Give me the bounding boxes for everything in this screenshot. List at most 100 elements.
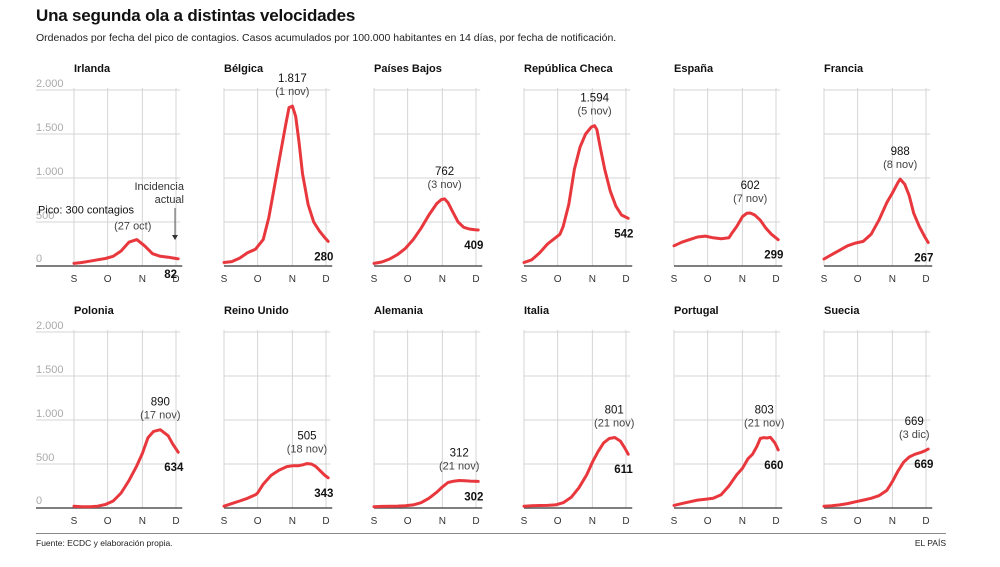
x-tick-label: O <box>854 274 862 285</box>
series-line-españa <box>672 211 780 248</box>
current-value-label: 267 <box>914 253 933 265</box>
x-tick-label: O <box>704 274 712 285</box>
series-line-países-bajos <box>372 197 480 265</box>
x-tick-label: N <box>289 274 296 285</box>
current-value-label: 660 <box>764 460 783 472</box>
x-tick-label: N <box>439 516 446 527</box>
y-tick-label: 2.000 <box>36 78 64 90</box>
peak-date-label: (3 dic) <box>899 429 930 441</box>
x-tick-label: D <box>322 274 329 285</box>
current-value-label: 409 <box>464 240 483 252</box>
x-tick-label: O <box>404 516 412 527</box>
panel-title-0: Irlanda <box>74 63 111 75</box>
x-tick-label: O <box>704 516 712 527</box>
series-line-francia <box>822 177 930 261</box>
x-tick-label: O <box>854 516 862 527</box>
panel-title-2: Países Bajos <box>374 63 442 75</box>
x-tick-label: O <box>104 516 112 527</box>
x-tick-label: O <box>404 274 412 285</box>
peak-value-label: 602 <box>741 180 760 192</box>
peak-value-label: 505 <box>297 431 316 443</box>
peak-value-label: 988 <box>891 146 910 158</box>
x-tick-label: S <box>371 516 378 527</box>
x-tick-label: S <box>821 274 828 285</box>
peak-date-label: (5 nov) <box>577 106 611 118</box>
panel-title-6: Polonia <box>74 305 115 317</box>
y-tick-label: 1.000 <box>36 166 64 178</box>
x-tick-label: D <box>772 516 779 527</box>
x-tick-label: N <box>139 516 146 527</box>
peak-date-label: (27 oct) <box>114 221 151 233</box>
x-tick-label: D <box>622 516 629 527</box>
x-tick-label: N <box>139 274 146 285</box>
current-value-label: 343 <box>314 488 333 500</box>
series-line-reino-unido <box>222 462 330 508</box>
series-line-irlanda <box>72 238 180 265</box>
peak-value-label: 1.594 <box>580 93 609 105</box>
peak-date-label: (17 nov) <box>140 410 180 422</box>
panel-title-5: Francia <box>824 63 864 75</box>
y-tick-label: 1.000 <box>36 408 64 420</box>
x-tick-label: S <box>221 516 228 527</box>
peak-date-label: (21 nov) <box>744 417 784 429</box>
peak-value-label: 890 <box>151 397 170 409</box>
chart-title: Una segunda ola a distintas velocidades <box>36 6 356 25</box>
panel-title-11: Suecia <box>824 305 860 317</box>
peak-value-label: 1.817 <box>278 73 307 85</box>
panel-title-9: Italia <box>524 305 550 317</box>
footer-divider <box>36 533 946 534</box>
x-tick-label: S <box>671 516 678 527</box>
panel-title-7: Reino Unido <box>224 305 289 317</box>
peak-value-label: 669 <box>905 416 924 428</box>
peak-value-label: 801 <box>605 405 624 417</box>
x-tick-label: S <box>371 274 378 285</box>
x-tick-label: S <box>71 516 78 527</box>
x-tick-label: D <box>922 274 929 285</box>
peak-value-label: 803 <box>755 404 774 416</box>
peak-value-label: Pico: 300 contagios <box>38 205 135 217</box>
x-tick-label: N <box>439 274 446 285</box>
x-tick-label: S <box>821 516 828 527</box>
panel-title-8: Alemania <box>374 305 424 317</box>
peak-value-label: 312 <box>450 448 469 460</box>
current-value-label: 611 <box>614 464 633 476</box>
annotation-arrow-head <box>172 235 178 240</box>
y-tick-label: 2.000 <box>36 320 64 332</box>
panel-title-10: Portugal <box>674 305 719 317</box>
x-tick-label: D <box>472 274 479 285</box>
series-line-alemania <box>372 479 480 509</box>
x-tick-label: D <box>472 516 479 527</box>
y-tick-label: 0 <box>36 253 42 265</box>
y-tick-label: 1.500 <box>36 364 64 376</box>
y-tick-label: 500 <box>36 452 54 464</box>
peak-date-label: (7 nov) <box>733 193 767 205</box>
current-value-label: 302 <box>464 491 483 503</box>
x-tick-label: D <box>322 516 329 527</box>
current-value-label: 280 <box>314 251 333 263</box>
peak-date-label: (21 nov) <box>439 461 479 473</box>
current-annotation-line1: Incidencia <box>134 181 184 193</box>
peak-value-label: 762 <box>435 166 454 178</box>
panel-title-4: España <box>674 63 714 75</box>
current-value-label: 669 <box>914 459 933 471</box>
x-tick-label: N <box>289 516 296 527</box>
current-annotation-line2: actual <box>155 194 184 206</box>
current-value-label: 634 <box>164 462 184 474</box>
panel-title-1: Bélgica <box>224 63 264 75</box>
source-note: Fuente: ECDC y elaboración propia. <box>36 538 173 548</box>
x-tick-label: D <box>172 274 179 285</box>
x-tick-label: N <box>739 274 746 285</box>
series-line-bélgica <box>222 104 330 264</box>
series-line-polonia <box>72 428 180 509</box>
series-line-italia <box>522 436 630 508</box>
x-tick-label: S <box>221 274 228 285</box>
x-tick-label: S <box>71 274 78 285</box>
peak-date-label: (1 nov) <box>275 86 309 98</box>
x-tick-label: D <box>622 274 629 285</box>
current-value-label: 542 <box>614 228 633 240</box>
x-tick-label: N <box>889 516 896 527</box>
x-tick-label: S <box>521 516 528 527</box>
peak-date-label: (8 nov) <box>883 159 917 171</box>
chart-subtitle: Ordenados por fecha del pico de contagio… <box>36 32 617 44</box>
brand-logo: EL PAÍS <box>914 538 946 548</box>
